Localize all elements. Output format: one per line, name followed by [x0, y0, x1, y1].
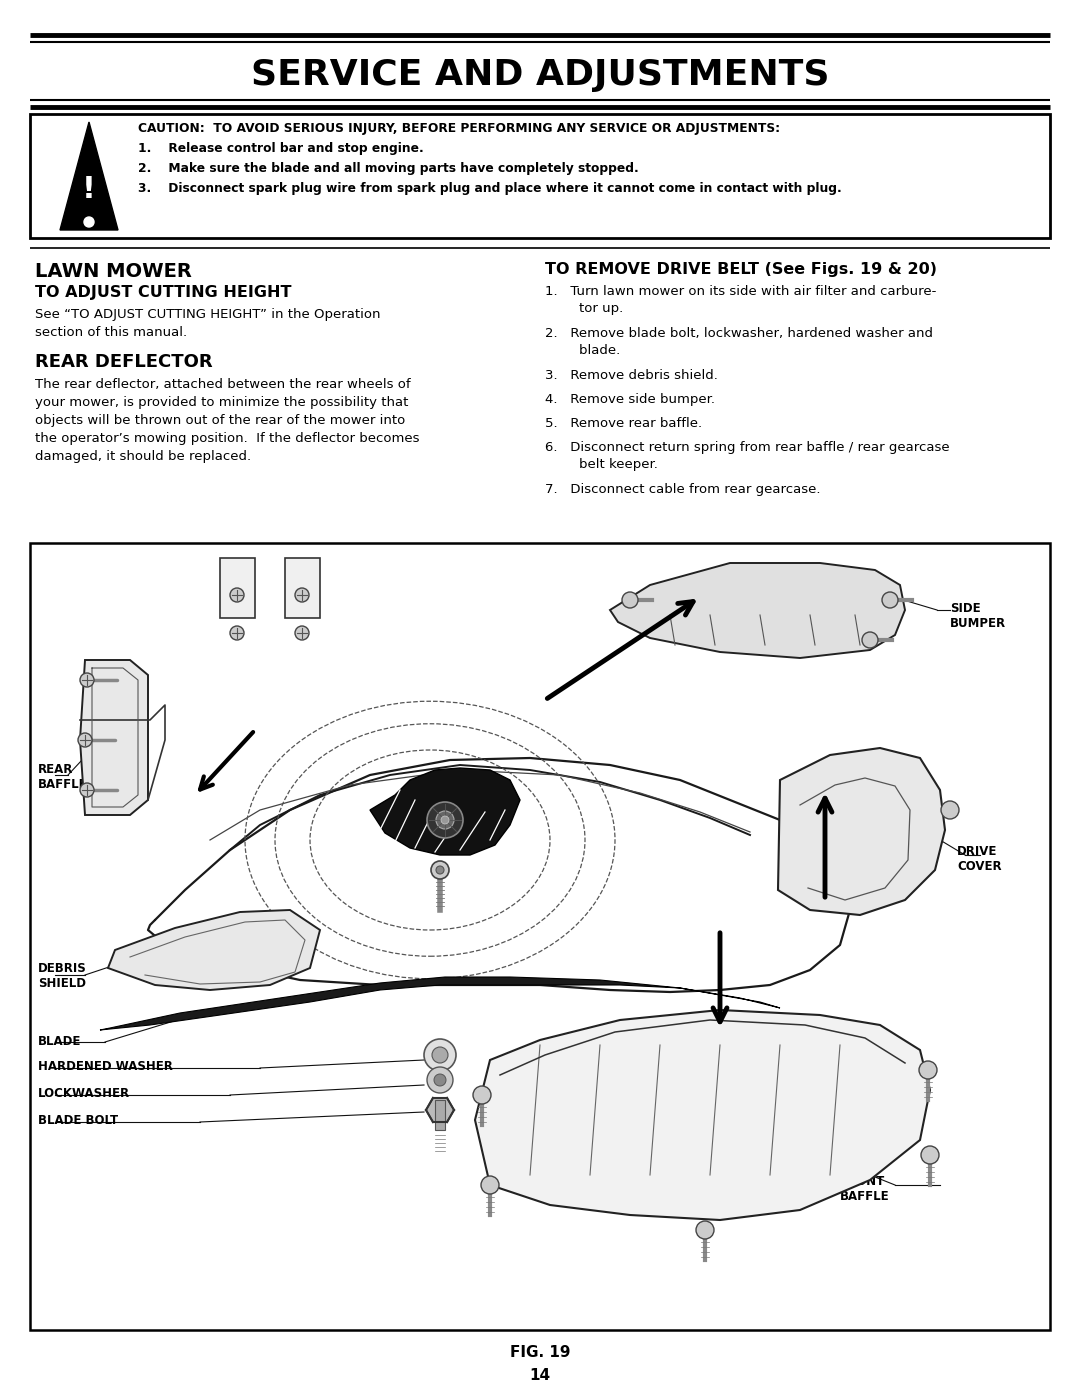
Text: 3.    Disconnect spark plug wire from spark plug and place where it cannot come : 3. Disconnect spark plug wire from spark…	[138, 182, 841, 196]
Polygon shape	[100, 977, 780, 1030]
Circle shape	[84, 217, 94, 226]
Circle shape	[427, 1067, 453, 1092]
Text: BLADE: BLADE	[38, 1035, 81, 1048]
Circle shape	[78, 733, 92, 747]
Circle shape	[473, 1085, 491, 1104]
Circle shape	[424, 1039, 456, 1071]
Text: 7.   Disconnect cable from rear gearcase.: 7. Disconnect cable from rear gearcase.	[545, 483, 821, 496]
Circle shape	[230, 588, 244, 602]
Text: BLADE BOLT: BLADE BOLT	[38, 1113, 118, 1127]
Circle shape	[431, 861, 449, 879]
Text: DRIVE
COVER: DRIVE COVER	[957, 845, 1001, 873]
Text: See “TO ADJUST CUTTING HEIGHT” in the Operation
section of this manual.: See “TO ADJUST CUTTING HEIGHT” in the Op…	[35, 307, 380, 339]
Text: 6.   Disconnect return spring from rear baffle / rear gearcase
        belt keep: 6. Disconnect return spring from rear ba…	[545, 441, 949, 471]
Text: 2.   Remove blade bolt, lockwasher, hardened washer and
        blade.: 2. Remove blade bolt, lockwasher, harden…	[545, 327, 933, 358]
FancyBboxPatch shape	[220, 557, 255, 617]
Polygon shape	[426, 1098, 454, 1122]
Circle shape	[230, 626, 244, 640]
Text: LOCKWASHER: LOCKWASHER	[38, 1087, 130, 1099]
Circle shape	[295, 588, 309, 602]
Text: TO REMOVE DRIVE BELT (See Figs. 19 & 20): TO REMOVE DRIVE BELT (See Figs. 19 & 20)	[545, 263, 937, 277]
FancyBboxPatch shape	[285, 557, 320, 617]
Text: 1.   Turn lawn mower on its side with air filter and carbure-
        tor up.: 1. Turn lawn mower on its side with air …	[545, 285, 936, 314]
Text: TO ADJUST CUTTING HEIGHT: TO ADJUST CUTTING HEIGHT	[35, 285, 292, 300]
Text: 4.   Remove side bumper.: 4. Remove side bumper.	[545, 393, 715, 407]
FancyBboxPatch shape	[435, 1099, 445, 1130]
Text: 1.    Release control bar and stop engine.: 1. Release control bar and stop engine.	[138, 142, 423, 155]
Text: 14: 14	[529, 1368, 551, 1383]
Text: !: !	[82, 176, 96, 204]
Circle shape	[436, 812, 454, 828]
Circle shape	[862, 631, 878, 648]
Circle shape	[622, 592, 638, 608]
Text: 2.    Make sure the blade and all moving parts have completely stopped.: 2. Make sure the blade and all moving pa…	[138, 162, 638, 175]
Circle shape	[427, 802, 463, 838]
Circle shape	[921, 1146, 939, 1164]
FancyBboxPatch shape	[30, 543, 1050, 1330]
Text: FIG. 19: FIG. 19	[510, 1345, 570, 1361]
Circle shape	[696, 1221, 714, 1239]
Text: SIDE
BUMPER: SIDE BUMPER	[950, 602, 1007, 630]
Polygon shape	[778, 747, 945, 915]
Circle shape	[882, 592, 897, 608]
Circle shape	[481, 1176, 499, 1194]
Circle shape	[80, 782, 94, 798]
Text: CAUTION:  TO AVOID SERIOUS INJURY, BEFORE PERFORMING ANY SERVICE OR ADJUSTMENTS:: CAUTION: TO AVOID SERIOUS INJURY, BEFORE…	[138, 122, 780, 136]
Text: HARDENED WASHER: HARDENED WASHER	[38, 1060, 173, 1073]
Circle shape	[941, 800, 959, 819]
Text: FRONT
BAFFLE: FRONT BAFFLE	[840, 1175, 890, 1203]
Text: SERVICE AND ADJUSTMENTS: SERVICE AND ADJUSTMENTS	[251, 59, 829, 92]
Polygon shape	[80, 659, 148, 814]
Text: DEBRIS
SHIELD: DEBRIS SHIELD	[38, 963, 86, 990]
FancyBboxPatch shape	[30, 115, 1050, 237]
Text: 5.   Remove rear baffle.: 5. Remove rear baffle.	[545, 416, 702, 430]
Text: 3.   Remove debris shield.: 3. Remove debris shield.	[545, 369, 718, 381]
Circle shape	[919, 1060, 937, 1078]
Circle shape	[434, 1074, 446, 1085]
Polygon shape	[370, 768, 519, 855]
Circle shape	[436, 866, 444, 875]
Text: The rear deflector, attached between the rear wheels of
your mower, is provided : The rear deflector, attached between the…	[35, 379, 419, 462]
Text: REAR
BAFFLE: REAR BAFFLE	[38, 763, 87, 791]
Circle shape	[295, 626, 309, 640]
Circle shape	[80, 673, 94, 687]
Circle shape	[432, 1046, 448, 1063]
Polygon shape	[60, 122, 118, 231]
Polygon shape	[610, 563, 905, 658]
Polygon shape	[475, 1010, 930, 1220]
Text: LAWN MOWER: LAWN MOWER	[35, 263, 192, 281]
Circle shape	[441, 816, 449, 824]
Polygon shape	[108, 909, 320, 990]
Text: REAR DEFLECTOR: REAR DEFLECTOR	[35, 353, 213, 372]
